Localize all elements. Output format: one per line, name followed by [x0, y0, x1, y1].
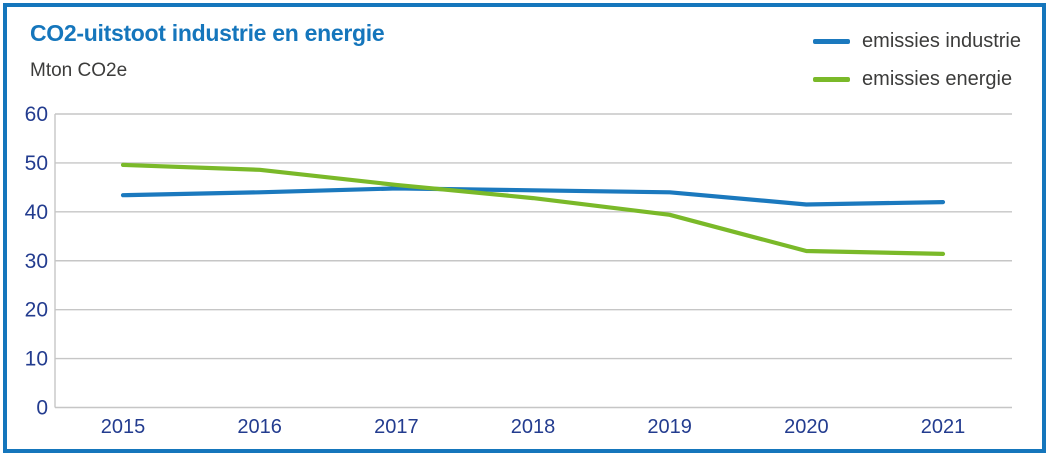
- chart-border-frame: [3, 3, 1046, 453]
- y-tick-label-40: 40: [25, 201, 48, 224]
- y-tick-label-10: 10: [25, 348, 48, 371]
- legend-item-industrie: emissies industrie: [813, 30, 1021, 53]
- legend-item-energie: emissies energie: [813, 68, 1021, 91]
- legend-label-energie: emissies energie: [862, 68, 1013, 90]
- legend: emissies industrie emissies energie: [813, 30, 1021, 91]
- y-tick-label-0: 0: [36, 397, 48, 420]
- y-tick-label-50: 50: [25, 152, 48, 175]
- x-tick-label-2017: 2017: [374, 416, 419, 438]
- x-tick-label-2016: 2016: [237, 416, 282, 438]
- chart-title: CO2-uitstoot industrie en energie: [30, 20, 385, 46]
- energie-line-swatch: [813, 77, 851, 82]
- legend-label-industrie: emissies industrie: [862, 30, 1021, 52]
- y-axis-unit-label: Mton CO2e: [30, 60, 128, 81]
- x-tick-label-2019: 2019: [647, 416, 692, 438]
- x-tick-label-2015: 2015: [101, 416, 146, 438]
- series-line-emissies-energie: [120, 162, 946, 256]
- x-tick-label-2018: 2018: [511, 416, 556, 438]
- series-line-emissies-industrie: [120, 186, 946, 207]
- x-tick-label-2021: 2021: [921, 416, 966, 438]
- y-tick-label-20: 20: [25, 299, 48, 322]
- y-tick-label-30: 30: [25, 250, 48, 273]
- x-tick-label-2020: 2020: [784, 416, 829, 438]
- y-tick-label-60: 60: [25, 103, 48, 126]
- industrie-line-swatch: [813, 39, 851, 44]
